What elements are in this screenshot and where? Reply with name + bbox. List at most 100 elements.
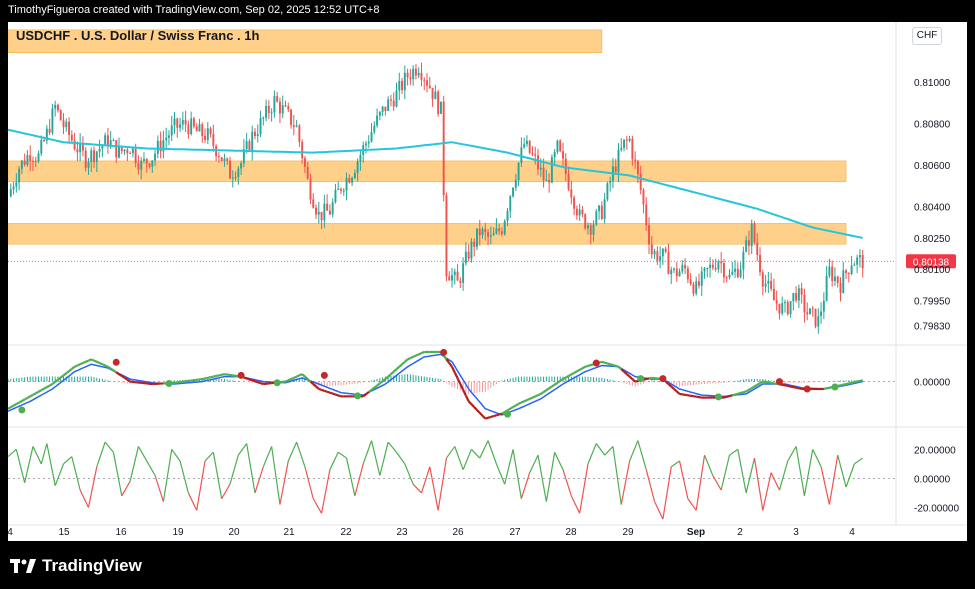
candle-body [636,161,639,175]
line-osc-segment [345,457,356,496]
currency-button[interactable]: CHF [912,27,942,45]
osc-fast-segment [851,381,855,384]
osc-fast-segment [88,358,92,362]
candle-body [131,148,134,154]
line-osc-segment [662,466,672,520]
candle-body [550,157,553,183]
candle-body [620,147,623,150]
candle-body [506,210,509,221]
candle-body [476,228,478,247]
candle-body [340,188,342,191]
candle-body [412,68,415,80]
osc-fast-segment [456,377,462,385]
candle-body [806,312,809,315]
osc-fast-segment [464,395,470,402]
candle-body [137,163,140,170]
candle-body [645,204,648,226]
osc-fast-segment [542,389,547,393]
osc-fast-segment [115,371,120,376]
osc-fast-segment [787,384,791,388]
candle-body [398,80,401,91]
candle-body [512,187,515,197]
x-tick-label: Sep [687,527,705,538]
line-osc-tick-label: -20.00000 [914,503,959,514]
candle-body [847,272,850,274]
osc-fast-segment [407,357,411,361]
osc-fast-segment [481,414,487,420]
candle-body [648,225,650,245]
price-tick-label: 0.81000 [914,78,951,89]
candle-body [570,189,573,198]
line-osc-segment [237,443,248,456]
osc-fast-segment [501,411,506,415]
candle-body [51,108,54,133]
osc-fast-segment [484,416,489,420]
candle-body [822,300,825,312]
candle-body [295,125,298,127]
candle-body [539,167,542,170]
candle-body [734,268,737,272]
osc-fast-segment [260,382,264,386]
line-osc-segment [412,483,422,494]
osc-fast-segment [315,385,320,390]
chart-svg[interactable]: 0.80138 0.81000 0.80800 0.80600 0.80400 0.802… [8,22,967,541]
price-tick-label: 0.80800 [914,119,951,130]
candle-body [406,72,409,78]
candle-body [265,105,268,118]
candle-body [326,203,329,211]
osc-fast-segment [509,406,514,410]
osc-fast-segment [826,386,830,390]
osc-fast-segment [631,378,636,383]
osc-fast-segment [556,380,561,384]
candle-body [736,268,739,277]
candle-body [559,140,562,152]
candle-body [345,178,348,191]
x-tick-label: 23 [396,527,408,538]
osc-fast-segment [312,383,317,388]
candle-body [628,138,631,141]
candle-body [48,128,51,133]
candle-body [284,105,287,107]
osc-fast-segment [112,369,117,374]
line-osc-segment [845,463,855,488]
candle-body [495,228,498,234]
osc-fast-segment [551,383,556,388]
candle-body [603,199,606,219]
candle-body [351,178,354,183]
candle-body [276,96,279,102]
osc-fast-segment [68,368,73,372]
osc-fast-segment [401,360,406,366]
candle-body [387,99,390,111]
osc-fast-segment [254,380,259,384]
osc-tick-label: 0.00000 [914,378,951,389]
candle-body [772,288,775,301]
osc-fast-segment [202,377,206,381]
candle-body [156,140,159,154]
candle-body [109,140,112,147]
candle-body [190,118,193,134]
osc-fast-segment [321,388,325,392]
osc-fast-segment [498,412,503,416]
candle-body [237,168,240,178]
candle-body [187,124,190,134]
osc-fast-segment [843,382,847,386]
candle-body [270,112,273,114]
candle-body [301,141,304,159]
candle-body [786,302,789,315]
candle-body [118,146,120,158]
x-tick-label: 29 [622,527,634,538]
osc-fast-segment [823,387,827,391]
line-osc-segment [279,460,289,505]
candle-body [403,72,406,91]
candle-body [459,280,462,283]
candle-body [292,125,295,127]
candle-body [609,181,612,184]
chart-area[interactable]: 0.80138 0.81000 0.80800 0.80600 0.80400 0.802… [8,22,967,541]
line-osc-segment [520,472,531,499]
line-osc-segment [204,451,214,462]
osc-fast-segment [21,398,26,402]
candle-body [575,208,578,216]
candle-body [836,276,839,284]
osc-cross-dot [237,371,245,379]
candle-body [248,141,251,151]
